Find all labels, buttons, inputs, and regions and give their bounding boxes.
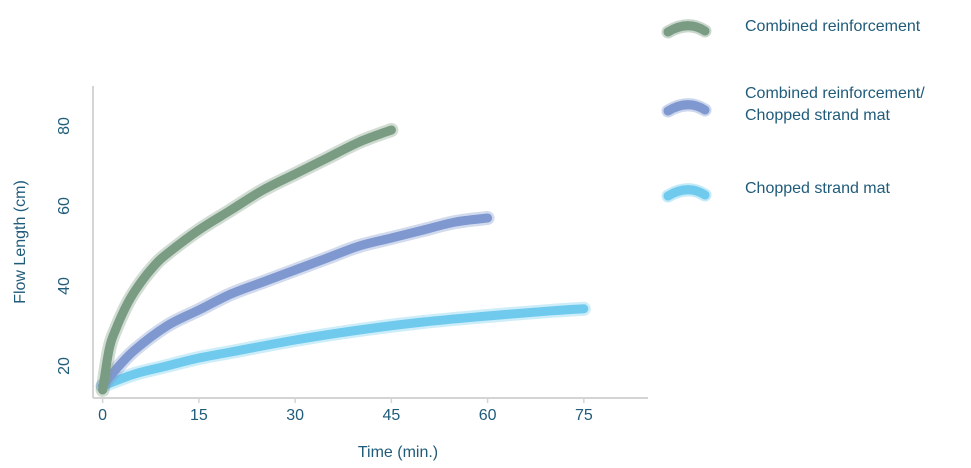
x-tick-label: 75 [575, 407, 593, 424]
y-tick-label: 60 [56, 197, 73, 215]
x-tick-label: 30 [286, 407, 304, 424]
x-axis-title: Time (min.) [358, 444, 438, 461]
legend-swatch [663, 185, 710, 201]
legend-swatch [663, 21, 710, 37]
legend-swatches [661, 19, 712, 203]
x-tick-label: 45 [382, 407, 400, 424]
x-tick-label: 15 [190, 407, 208, 424]
legend-label-line-1: Combined reinforcement/ [745, 85, 925, 102]
legend-label-combined-chopped: Combined reinforcement/ Chopped strand m… [745, 83, 965, 127]
series-line [98, 125, 396, 395]
y-tick-label: 80 [56, 117, 73, 135]
y-tick-label: 20 [56, 357, 73, 375]
axes: 0 15 30 45 60 75 20 40 60 80 [56, 86, 648, 424]
legend-swatch [663, 100, 710, 116]
series-line [98, 304, 589, 391]
legend-label-text: Combined reinforcement [745, 18, 921, 35]
legend-label-line-2: Chopped strand mat [745, 107, 890, 124]
legend-label-chopped-strand-mat: Chopped strand mat [745, 178, 965, 200]
x-tick-label: 0 [98, 407, 107, 424]
x-tick-label: 60 [479, 407, 497, 424]
plot-area [95, 123, 591, 397]
series-line [98, 213, 493, 391]
legend-label-text: Chopped strand mat [745, 180, 890, 197]
legend-label-combined-reinforcement: Combined reinforcement [745, 16, 965, 38]
y-axis-title: Flow Length (cm) [12, 180, 29, 304]
y-tick-label: 40 [56, 277, 73, 295]
